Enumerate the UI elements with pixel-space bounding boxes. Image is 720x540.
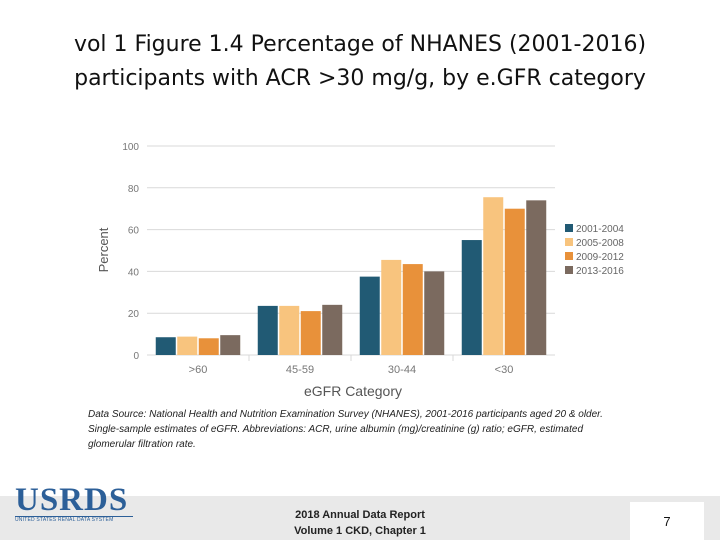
x-tick-label: >60 — [189, 364, 208, 376]
x-tick-labels: >60 45-59 30-44 <30 — [189, 364, 514, 376]
bar-2009-2012->60 — [198, 338, 219, 355]
bar-2013-2016->60 — [220, 335, 241, 355]
logo-text: USRDS — [15, 482, 129, 518]
report-line-2: Volume 1 CKD, Chapter 1 — [294, 525, 426, 537]
data-source-note: Data Source: National Health and Nutriti… — [88, 409, 603, 450]
bar-2013-2016-30-44 — [424, 271, 445, 355]
page-number: 7 — [663, 514, 671, 529]
bar-2001-2004-<30 — [461, 240, 482, 355]
bar-2005-2008-30-44 — [381, 259, 402, 355]
y-tick-label: 100 — [122, 142, 139, 153]
slide-title: vol 1 Figure 1.4 Percentage of NHANES (2… — [20, 28, 700, 96]
bar-2001-2004-45-59 — [257, 305, 278, 355]
bar-2009-2012-30-44 — [402, 264, 423, 355]
bar-2005-2008-<30 — [483, 197, 504, 355]
bar-2005-2008-45-59 — [279, 305, 300, 355]
footer-band — [0, 496, 720, 540]
legend-label: 2009-2012 — [576, 252, 624, 263]
x-tick-label: <30 — [495, 364, 514, 376]
y-tick-label: 0 — [133, 351, 139, 362]
bar-2009-2012-45-59 — [300, 311, 321, 355]
usrds-logo: USRDS UNITED STATES RENAL DATA SYSTEM — [15, 482, 133, 523]
bar-2005-2008->60 — [177, 336, 198, 355]
legend-label: 2001-2004 — [576, 224, 624, 235]
y-tick-label: 80 — [128, 184, 140, 195]
chart-legend: 2001-2004 2005-2008 2009-2012 2013-2016 — [565, 224, 624, 277]
x-tick-label: 45-59 — [286, 364, 314, 376]
report-line-1: 2018 Annual Data Report — [295, 509, 425, 521]
title-line-1: vol 1 Figure 1.4 Percentage of NHANES (2… — [73, 32, 647, 57]
bar-2013-2016-45-59 — [322, 304, 343, 355]
legend-swatch-2013-2016 — [565, 266, 573, 274]
bar-2001-2004-30-44 — [359, 276, 380, 355]
legend-label: 2005-2008 — [576, 238, 624, 249]
legend-swatch-2001-2004 — [565, 224, 573, 232]
y-tick-label: 60 — [128, 226, 140, 237]
legend-swatch-2005-2008 — [565, 238, 573, 246]
legend-label: 2013-2016 — [576, 266, 624, 277]
y-tick-label: 40 — [128, 267, 140, 278]
bar-2013-2016-<30 — [526, 200, 547, 355]
chart-bars — [155, 197, 547, 355]
x-axis-label: eGFR Category — [304, 383, 402, 399]
y-tick-label: 20 — [128, 309, 140, 320]
chart-grid: 0 20 40 60 80 100 — [122, 142, 555, 362]
legend-swatch-2009-2012 — [565, 252, 573, 260]
title-line-2: participants with ACR >30 mg/g, by e.GFR… — [74, 66, 646, 91]
logo-subtext: UNITED STATES RENAL DATA SYSTEM — [15, 516, 133, 523]
bar-2009-2012-<30 — [504, 208, 525, 355]
y-axis-label: Percent — [96, 227, 111, 272]
bar-2001-2004->60 — [155, 337, 176, 355]
page-number-box: 7 — [630, 502, 704, 540]
report-info: 2018 Annual Data Report Volume 1 CKD, Ch… — [260, 507, 460, 539]
x-tick-label: 30-44 — [388, 364, 416, 376]
